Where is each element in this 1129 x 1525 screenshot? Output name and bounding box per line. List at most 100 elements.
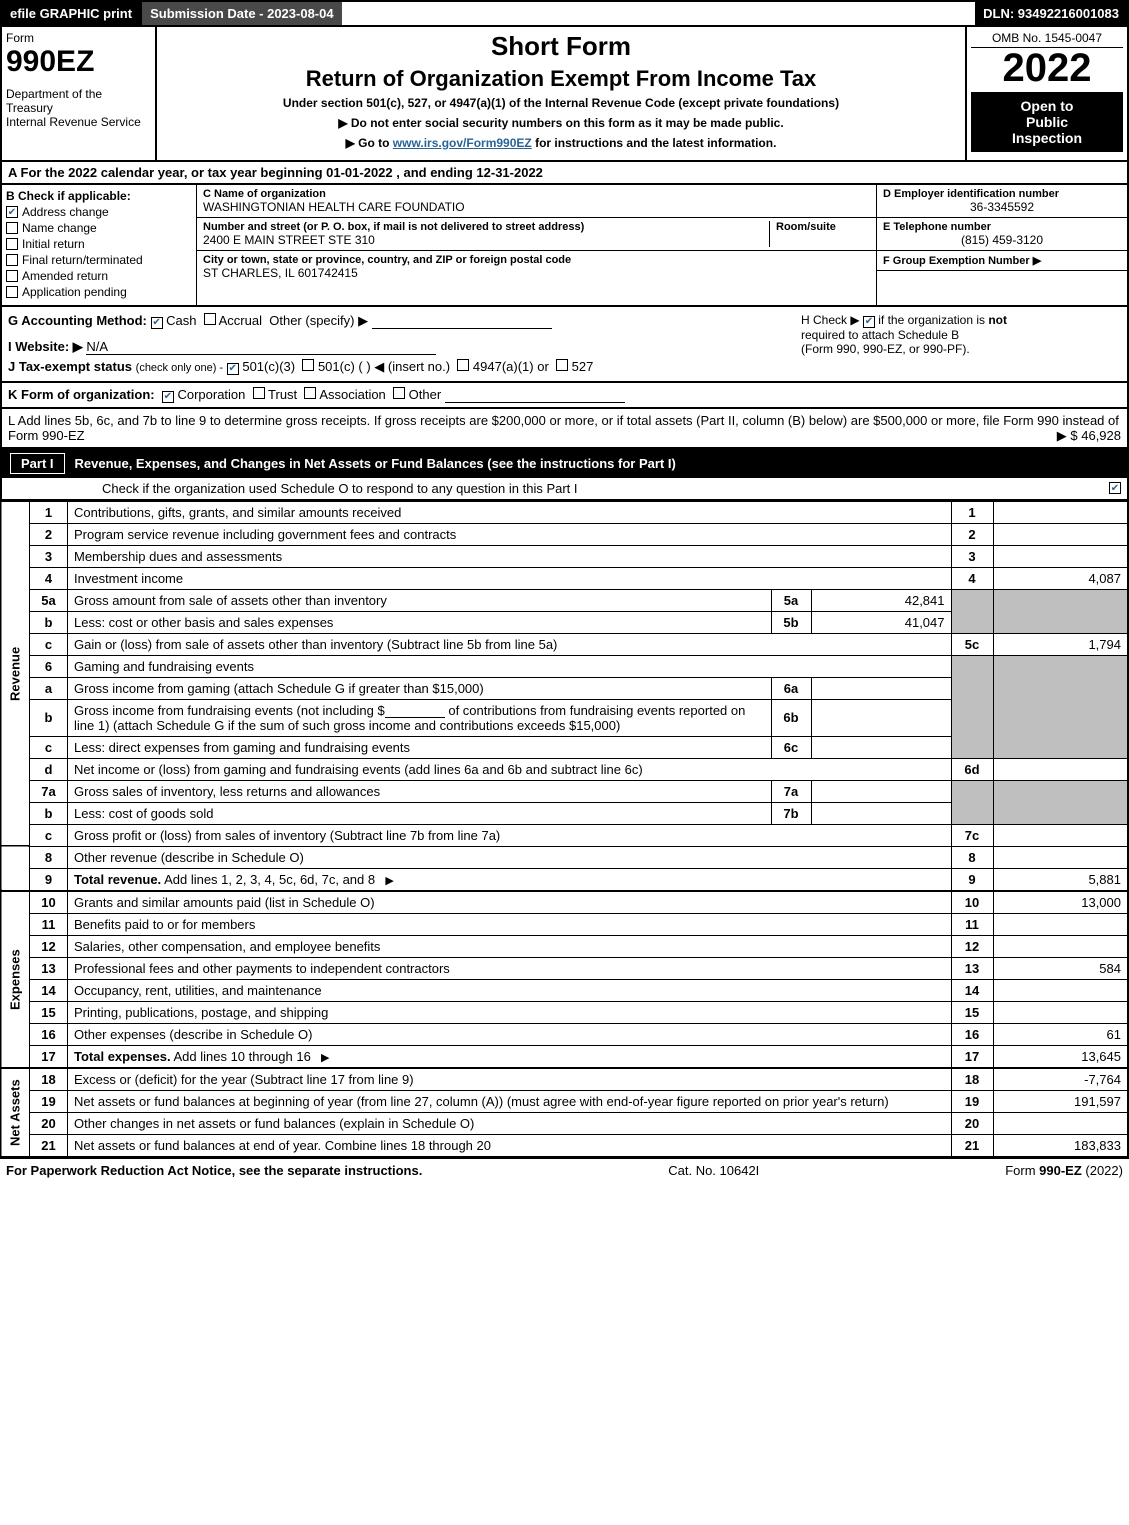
footer-right-bold: 990-EZ (1039, 1163, 1082, 1178)
irs-link[interactable]: www.irs.gov/Form990EZ (393, 136, 532, 150)
chk-corp[interactable] (162, 391, 174, 403)
page-footer: For Paperwork Reduction Act Notice, see … (0, 1158, 1129, 1182)
table-row: 9Total revenue. Add lines 1, 2, 3, 4, 5c… (1, 868, 1128, 891)
line-rnum: 16 (951, 1023, 993, 1045)
other-blank[interactable] (372, 315, 552, 329)
efile-print-label[interactable]: efile GRAPHIC print (2, 2, 140, 25)
org-name-label: C Name of organization (203, 188, 870, 200)
shade-cell (951, 780, 993, 824)
line-num: 15 (30, 1001, 68, 1023)
line-rnum: 13 (951, 957, 993, 979)
chk-trust[interactable] (253, 387, 265, 399)
line-num: c (30, 633, 68, 655)
line-desc: Gain or (loss) from sale of assets other… (68, 633, 952, 655)
chk-501c3[interactable] (227, 363, 239, 375)
k-trust: Trust (268, 387, 297, 402)
table-row: 12Salaries, other compensation, and empl… (1, 935, 1128, 957)
ein-label: D Employer identification number (883, 188, 1121, 200)
chk-initial-return[interactable]: Initial return (6, 237, 192, 251)
line-desc: Professional fees and other payments to … (68, 957, 952, 979)
city-cell: City or town, state or province, country… (197, 251, 876, 283)
line-num: 1 (30, 501, 68, 523)
h-not: not (988, 313, 1007, 327)
chk-address-change[interactable]: Address change (6, 205, 192, 219)
chk-cash[interactable] (151, 317, 163, 329)
line-rnum: 4 (951, 567, 993, 589)
mini-num: 5b (771, 611, 811, 633)
chk-4947[interactable] (457, 359, 469, 371)
line-desc: Other expenses (describe in Schedule O) (68, 1023, 952, 1045)
under-section: Under section 501(c), 527, or 4947(a)(1)… (161, 96, 961, 110)
line-rnum: 15 (951, 1001, 993, 1023)
mini-num: 6a (771, 677, 811, 699)
open-line2: Public (977, 114, 1117, 130)
line-num: 5a (30, 589, 68, 611)
mini-num: 7b (771, 802, 811, 824)
chk-application-pending[interactable]: Application pending (6, 285, 192, 299)
mini-num: 6c (771, 736, 811, 758)
line-val: 5,881 (993, 868, 1128, 891)
mini-num: 5a (771, 589, 811, 611)
l6b-blank[interactable] (385, 704, 445, 718)
form-label: Form (6, 31, 151, 45)
j-501c3: 501(c)(3) (242, 359, 295, 374)
k-other-blank[interactable] (445, 389, 625, 403)
table-row: Revenue 1Contributions, gifts, grants, a… (1, 501, 1128, 523)
line-desc: Net income or (loss) from gaming and fun… (68, 758, 952, 780)
tel-cell: E Telephone number (815) 459-3120 (877, 218, 1127, 251)
financial-table: Revenue 1Contributions, gifts, grants, a… (0, 501, 1129, 1158)
line-val: 61 (993, 1023, 1128, 1045)
line-desc: Less: cost or other basis and sales expe… (68, 611, 772, 633)
chk-schedule-o[interactable] (1109, 482, 1121, 494)
g-label: G Accounting Method: (8, 313, 147, 328)
line-num: c (30, 736, 68, 758)
line-rnum: 21 (951, 1134, 993, 1157)
line-rnum: 9 (951, 868, 993, 891)
chk-h[interactable] (863, 316, 875, 328)
chk-final-return[interactable]: Final return/terminated (6, 253, 192, 267)
line-val (993, 523, 1128, 545)
chk-amended-return[interactable]: Amended return (6, 269, 192, 283)
j-4947: 4947(a)(1) or (473, 359, 549, 374)
line-num: 8 (30, 846, 68, 868)
line-num: 19 (30, 1090, 68, 1112)
chk-name-change[interactable]: Name change (6, 221, 192, 235)
street-label: Number and street (or P. O. box, if mail… (203, 221, 763, 233)
line-val: 13,000 (993, 891, 1128, 914)
line-desc: Gross income from fundraising events (no… (68, 699, 772, 736)
line-rnum: 1 (951, 501, 993, 523)
j-note: (check only one) - (136, 362, 223, 374)
line-num: 13 (30, 957, 68, 979)
chk-label: Final return/terminated (22, 253, 143, 267)
line-val: 4,087 (993, 567, 1128, 589)
section-a-tax-year: A For the 2022 calendar year, or tax yea… (0, 162, 1129, 185)
chk-accrual[interactable] (204, 313, 216, 325)
line-val: 13,645 (993, 1045, 1128, 1068)
line-desc: Other changes in net assets or fund bala… (68, 1112, 952, 1134)
line-val: -7,764 (993, 1068, 1128, 1091)
chk-501c[interactable] (302, 359, 314, 371)
room-label: Room/suite (776, 221, 870, 233)
line-rnum: 11 (951, 913, 993, 935)
chk-other[interactable] (393, 387, 405, 399)
top-bar: efile GRAPHIC print Submission Date - 20… (0, 0, 1129, 27)
line-desc: Excess or (deficit) for the year (Subtra… (68, 1068, 952, 1091)
table-row: 19Net assets or fund balances at beginni… (1, 1090, 1128, 1112)
checkbox-icon (6, 270, 18, 282)
line-rnum: 18 (951, 1068, 993, 1091)
dept-label: Department of the Treasury Internal Reve… (6, 87, 151, 129)
j-501c: 501(c) ( ) ◀ (insert no.) (318, 359, 450, 374)
table-row: 7aGross sales of inventory, less returns… (1, 780, 1128, 802)
table-row: Expenses 10Grants and similar amounts pa… (1, 891, 1128, 914)
h-text3: required to attach Schedule B (801, 328, 959, 342)
chk-assoc[interactable] (304, 387, 316, 399)
line-num: 20 (30, 1112, 68, 1134)
chk-label: Application pending (22, 285, 127, 299)
chk-527[interactable] (556, 359, 568, 371)
line-desc: Investment income (68, 567, 952, 589)
part1-sub-text: Check if the organization used Schedule … (102, 481, 1109, 496)
i-label: I Website: ▶ (8, 339, 83, 354)
k-label: K Form of organization: (8, 387, 155, 402)
table-row: 5aGross amount from sale of assets other… (1, 589, 1128, 611)
street-cell: Number and street (or P. O. box, if mail… (197, 218, 876, 251)
